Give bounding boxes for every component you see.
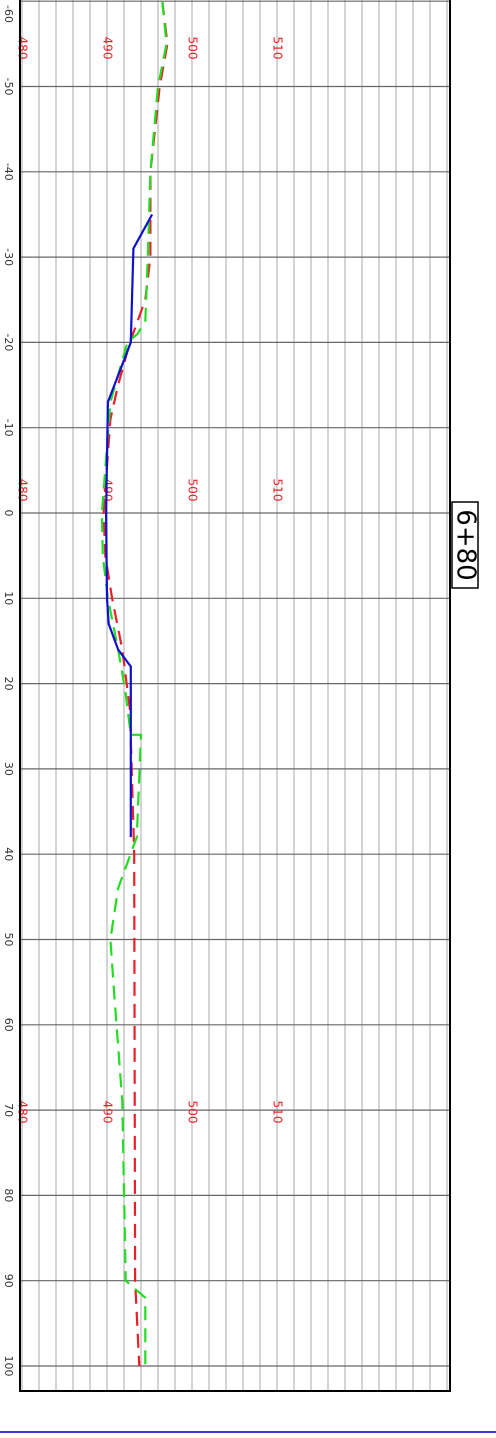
x-tick-label: 70 (2, 1103, 15, 1117)
x-tick-label: 30 (2, 762, 15, 776)
lines (100, 1, 169, 1367)
station-box (451, 501, 479, 589)
y-tick-label: 510 (271, 479, 285, 502)
x-tick-label: 0 (2, 510, 15, 517)
x-tick-label: 60 (2, 1018, 15, 1032)
x-tick-label: 80 (2, 1188, 15, 1202)
x-tick-label: -60 (2, 5, 15, 23)
x-tick-label: -10 (2, 419, 15, 437)
y-tick-label: 500 (186, 479, 200, 502)
labels: -60 -50 -40 -30 -20 -10 0 10 20 30 40 50 60 70 80 90 100… (2, 5, 285, 1376)
y-tick-label: 510 (271, 37, 285, 60)
station-label: 6+80 (451, 509, 481, 580)
y-tick-label: 490 (101, 37, 115, 60)
series-line (100, 1, 168, 1366)
x-tick-label: -30 (2, 248, 15, 266)
x-tick-label: -50 (2, 78, 15, 96)
x-tick-label: -40 (2, 163, 15, 181)
y-tick-label: 510 (271, 1101, 285, 1124)
x-tick-label: 90 (2, 1274, 15, 1288)
y-tick-label: 480 (16, 1101, 30, 1124)
x-tick-label: 20 (2, 677, 15, 691)
y-tick-label: 490 (101, 1101, 115, 1124)
x-tick-label: -20 (2, 333, 15, 351)
series-line (104, 213, 154, 838)
y-tick-label: 500 (186, 37, 200, 60)
y-tick-label: 480 (16, 37, 30, 60)
x-tick-label: 50 (2, 933, 15, 947)
x-tick-label: 100 (2, 1356, 15, 1377)
y-tick-label: 500 (186, 1101, 200, 1124)
y-tick-label: 480 (16, 479, 30, 502)
grid (20, 0, 450, 1390)
x-tick-label: 40 (2, 847, 15, 861)
x-tick-label: 10 (2, 591, 15, 605)
